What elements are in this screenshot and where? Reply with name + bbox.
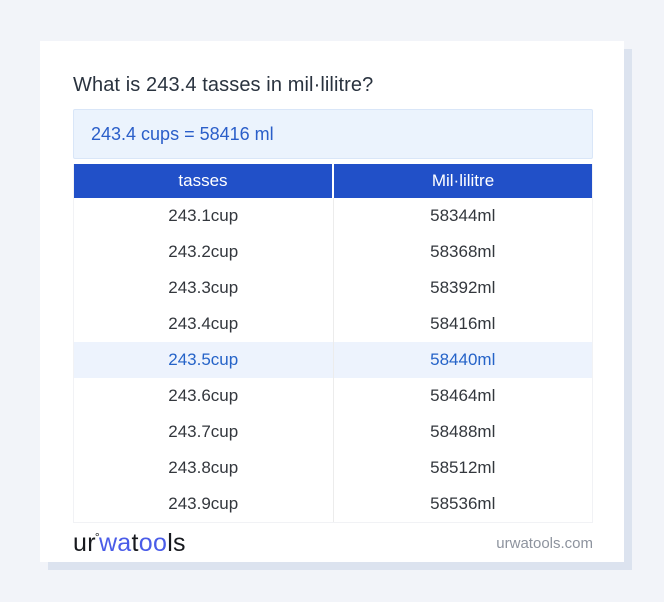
- table-row-highlighted: 243.5cup 58440ml: [74, 342, 592, 378]
- converter-card: What is 243.4 tasses in mil·lilitre? 243…: [40, 41, 624, 562]
- logo-degree-icon: °: [94, 529, 100, 544]
- tasses-cell[interactable]: 243.2cup: [74, 234, 334, 270]
- millilitre-cell[interactable]: 58488ml: [430, 422, 496, 441]
- table-row: 243.7cup 58488ml: [74, 414, 592, 450]
- table-row: 243.1cup 58344ml: [74, 198, 592, 234]
- millilitre-cell[interactable]: 58464ml: [430, 386, 496, 405]
- millilitre-cell[interactable]: 58536ml: [430, 494, 496, 513]
- logo-text-dark: ls: [167, 528, 186, 557]
- table-row: 243.8cup 58512ml: [74, 450, 592, 486]
- conversion-table-wrapper: tasses Mil·lilitre 243.1cup 58344ml 243.…: [73, 164, 593, 523]
- conversion-result-text: 243.4 cups = 58416 ml: [91, 123, 274, 144]
- conversion-result-box: 243.4 cups = 58416 ml: [73, 109, 593, 159]
- millilitre-cell[interactable]: 58416ml: [430, 314, 496, 333]
- table-row: 243.9cup 58536ml: [74, 486, 592, 522]
- millilitre-cell[interactable]: 58440ml: [333, 342, 592, 378]
- millilitre-cell[interactable]: 58392ml: [430, 278, 496, 297]
- tasses-cell[interactable]: 243.9cup: [74, 486, 334, 522]
- logo-text-dark: t: [131, 528, 139, 557]
- logo-text-dark: ur: [73, 528, 96, 557]
- site-url: urwatools.com: [496, 534, 593, 552]
- tasses-cell[interactable]: 243.7cup: [74, 414, 334, 450]
- logo-text-blue: wa: [98, 528, 132, 557]
- logo-glasses-oo: oo: [138, 528, 168, 557]
- millilitre-cell[interactable]: 58368ml: [430, 242, 496, 261]
- tasses-cell[interactable]: 243.5cup: [74, 342, 334, 378]
- column-header-millilitre: Mil·lilitre: [333, 164, 592, 198]
- table-row: 243.2cup 58368ml: [74, 234, 592, 270]
- urwatools-logo[interactable]: ur°watools: [73, 528, 186, 557]
- millilitre-cell[interactable]: 58512ml: [430, 458, 496, 477]
- tasses-cell[interactable]: 243.8cup: [74, 450, 334, 486]
- table-row: 243.3cup 58392ml: [74, 270, 592, 306]
- table-header-row: tasses Mil·lilitre: [74, 164, 592, 198]
- tasses-cell[interactable]: 243.3cup: [74, 270, 334, 306]
- page-title: What is 243.4 tasses in mil·lilitre?: [73, 74, 374, 96]
- millilitre-cell[interactable]: 58344ml: [430, 206, 496, 225]
- conversion-table: tasses Mil·lilitre 243.1cup 58344ml 243.…: [74, 164, 592, 522]
- tasses-cell[interactable]: 243.4cup: [74, 306, 334, 342]
- table-row: 243.6cup 58464ml: [74, 378, 592, 414]
- tasses-cell[interactable]: 243.6cup: [74, 378, 334, 414]
- column-header-tasses: tasses: [74, 164, 334, 198]
- card-footer: ur°watools urwatools.com: [73, 523, 593, 563]
- table-row: 243.4cup 58416ml: [74, 306, 592, 342]
- tasses-cell[interactable]: 243.1cup: [74, 198, 334, 234]
